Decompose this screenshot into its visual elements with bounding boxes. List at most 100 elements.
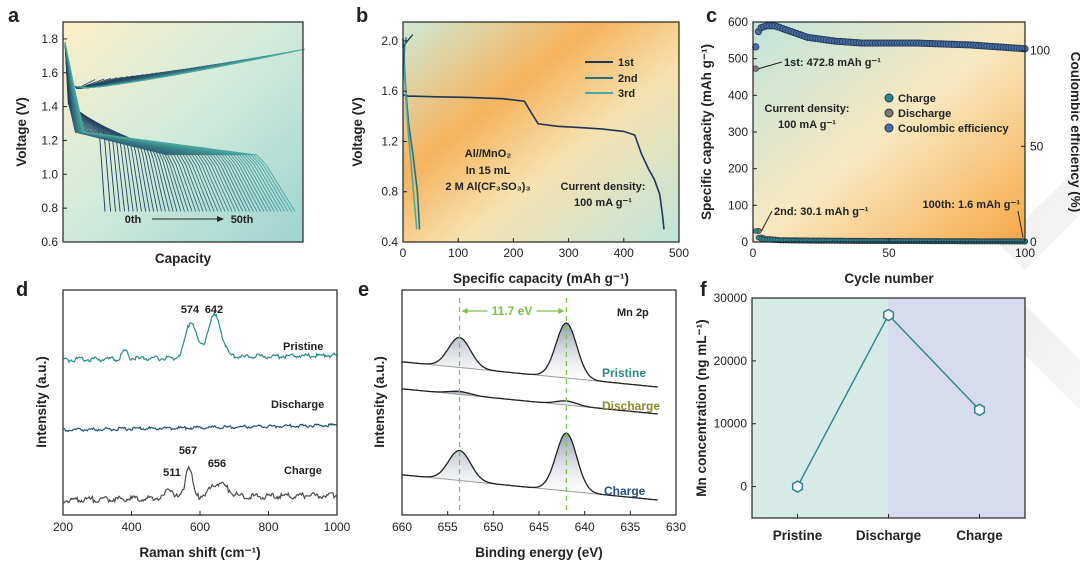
xps-charge <box>401 432 658 501</box>
arrow-last-cycle <box>1017 210 1024 238</box>
arrow-second-cycle <box>760 210 773 232</box>
raman-discharge <box>62 422 338 433</box>
x-tick-label-e: 630 <box>666 520 686 534</box>
legend-marker-ce <box>884 123 894 133</box>
cycle-start-label: 0th <box>125 214 142 226</box>
cycle-end-label: 50th <box>231 214 254 226</box>
x-tick-label-c: 100 <box>1015 246 1035 260</box>
cycling-points <box>752 22 1029 245</box>
xps-spectra <box>401 298 658 510</box>
label-charge-d: Charge <box>284 465 322 477</box>
ticks-d: 200 400 600 800 1000 <box>53 511 351 534</box>
annotation-last-cycle: 100th: 1.6 mAh g⁻¹ <box>923 199 1021 211</box>
peak-574: 574 <box>181 304 200 316</box>
x-tick-label-b: 0 <box>400 246 407 260</box>
panel-label-f: f <box>700 279 707 301</box>
y-tick-label-a: 1.4 <box>41 100 58 114</box>
current-density-b-line-1: Current density: <box>561 181 646 193</box>
category-label-pristine: Pristine <box>773 528 823 543</box>
charge-discharge-curves <box>64 42 306 212</box>
y-tick-label-c: 500 <box>728 52 748 66</box>
x-tick-label-d: 400 <box>121 520 141 534</box>
category-label-discharge: Discharge <box>856 528 922 543</box>
axes-frame-b <box>402 21 680 243</box>
label-charge-e: Charge <box>604 484 646 498</box>
cell-config-line-1: Al//MnO₂ <box>465 148 512 160</box>
category-label-charge: Charge <box>956 528 1003 543</box>
cell-config-line-3: 2 M Al(CF₃SO₃)₃ <box>445 181 530 193</box>
raman-charge <box>62 465 338 505</box>
y-tick-label-f: 10000 <box>714 417 748 431</box>
x-tick-label-d: 800 <box>258 520 278 534</box>
y-tick-label-b: 0.4 <box>381 235 398 249</box>
legend-label-2nd: 2nd <box>618 73 638 85</box>
y-tick-label-c: 200 <box>728 162 748 176</box>
axes-frame-a <box>62 21 304 243</box>
panel-a: a 0.6 0.8 1.0 1.2 1.4 1.6 1.8 Voltage (V) Capa… <box>8 5 306 266</box>
ticks-b: 0 100 200 300 400 500 0.4 0.8 1.2 1.6 2.0 <box>381 34 689 260</box>
annotation-second-cycle: 2nd: 30.1 mAh g⁻¹ <box>774 206 869 218</box>
legend-label-ce: Coulombic efficiency <box>898 123 1010 135</box>
x-axis-label-c: Cycle number <box>844 271 934 286</box>
x-axis-label-d: Raman shift (cm⁻¹) <box>139 545 260 560</box>
curve-1st <box>402 94 665 230</box>
legend-label-charge: Charge <box>898 93 936 105</box>
splitting-label: 11.7 eV <box>492 304 533 318</box>
legend-label-discharge: Discharge <box>898 108 951 120</box>
discharge-curve <box>64 42 296 212</box>
y-tick-label-a: 1.8 <box>41 32 58 46</box>
y-ticks-a: 0.6 0.8 1.0 1.2 1.4 1.6 1.8 <box>41 32 67 249</box>
charge-point <box>753 228 759 234</box>
y-axis-label-e: Intensity (a.u.) <box>372 356 387 448</box>
y-tick-label-a: 1.0 <box>41 167 58 181</box>
legend-label-3rd: 3rd <box>618 88 635 100</box>
y-tick-label-c: 600 <box>728 15 748 29</box>
x-tick-label-d: 200 <box>53 520 73 534</box>
y-tick-label-a: 1.2 <box>41 133 58 147</box>
pristine-region <box>752 298 888 518</box>
x-tick-label-e: 635 <box>620 520 640 534</box>
x-tick-label-b: 300 <box>559 246 579 260</box>
x-axis-label-e: Binding energy (eV) <box>475 545 603 560</box>
xps-pristine-fill <box>402 323 658 387</box>
splitting-arrowhead-right <box>558 308 565 314</box>
ticks-f: 0 10000 20000 30000 Pristine Discharge Charge <box>714 291 1004 543</box>
x-tick-label-b: 200 <box>503 246 523 260</box>
y-tick-label-b: 0.8 <box>381 185 398 199</box>
x-tick-label-b: 400 <box>614 246 634 260</box>
panel-b: b 0 100 200 300 400 500 0.4 0.8 1.2 1.6 2.0 Voltag… <box>350 5 689 286</box>
xps-pristine <box>401 322 658 388</box>
cell-config-line-2: In 15 mL <box>466 165 511 177</box>
raman-spectra <box>62 311 338 505</box>
label-pristine-e: Pristine <box>602 366 646 380</box>
y-tick-label-b: 2.0 <box>381 34 398 48</box>
marker-pristine <box>791 480 804 493</box>
panel-label-c: c <box>706 5 717 27</box>
raman-pristine <box>62 311 338 364</box>
y2-tick-label-c: 100 <box>1030 44 1050 58</box>
arrow-first-cycle <box>758 61 783 70</box>
cycle-arrow-head <box>217 216 224 222</box>
panel-label-d: d <box>16 279 28 301</box>
xps-discharge <box>401 388 658 415</box>
y-tick-label-f: 30000 <box>714 291 748 305</box>
current-density-c-line-1: Current density: <box>765 103 850 115</box>
y2-tick-label-c: 0 <box>1030 235 1037 249</box>
curve-3rd <box>402 43 418 230</box>
x-tick-label-b: 100 <box>448 246 468 260</box>
y-tick-label-a: 1.6 <box>41 66 58 80</box>
plot-area-b <box>403 22 679 242</box>
splitting-arrowhead-left <box>461 308 468 314</box>
x-tick-label-e: 655 <box>438 520 458 534</box>
marker-charge <box>973 403 986 417</box>
x-tick-label-d: 1000 <box>324 520 351 534</box>
peak-656: 656 <box>208 458 226 470</box>
label-discharge-d: Discharge <box>271 399 324 411</box>
current-density-c-line-2: 100 mA g⁻¹ <box>778 119 836 131</box>
peak-642: 642 <box>205 304 223 316</box>
y-tick-label-a: 0.6 <box>41 235 58 249</box>
y2-axis-label-c: Coulombic efficiency (%) <box>1068 52 1080 213</box>
y-tick-label-a: 0.8 <box>41 201 58 215</box>
